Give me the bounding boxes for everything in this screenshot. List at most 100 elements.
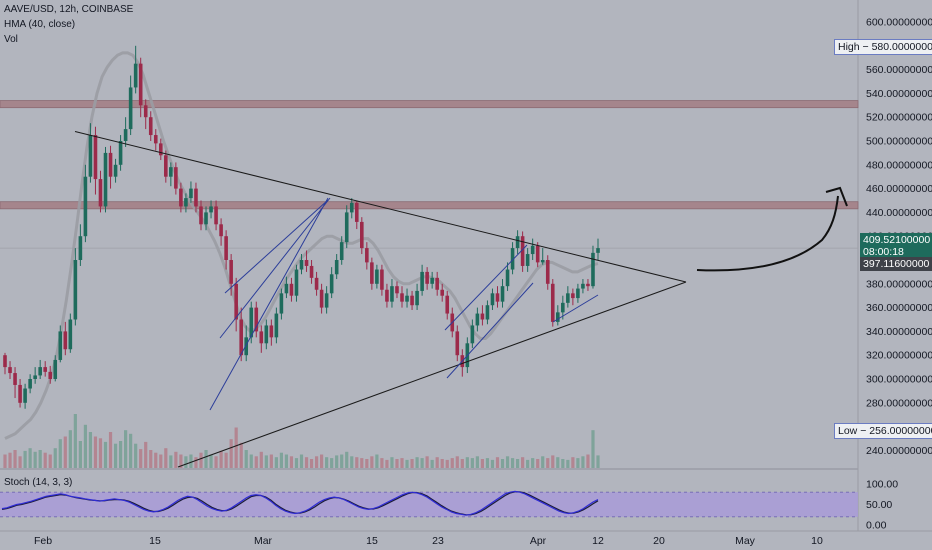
volume-bar	[103, 441, 108, 468]
candle-body	[259, 331, 264, 344]
candle-body	[525, 254, 530, 266]
candle-body	[48, 371, 53, 379]
channel-2-top	[444, 244, 528, 331]
candle-body	[28, 379, 32, 389]
volume-bar	[279, 452, 283, 468]
volume-bar	[596, 455, 600, 468]
candle-body	[169, 167, 173, 177]
volume-bar	[330, 458, 334, 468]
candle-body	[194, 188, 198, 207]
volume-bar	[470, 458, 474, 468]
last-price-tag: 409.52100000 08:00:18	[860, 233, 932, 259]
volume-bar	[521, 457, 525, 468]
volume-bar	[360, 458, 364, 468]
candle-body	[13, 373, 17, 385]
volume-legend: Vol	[4, 34, 18, 45]
price-tick-label: 600.00000000	[866, 17, 932, 29]
hma-price-value: 397.11600000	[863, 258, 930, 270]
candle-body	[113, 164, 118, 177]
candle-body	[264, 325, 269, 344]
candle-body	[550, 283, 555, 322]
volume-bar	[259, 451, 263, 468]
volume-bar	[390, 457, 394, 468]
volume-bar	[345, 451, 349, 468]
candle-body	[339, 242, 344, 260]
volume-bar	[445, 459, 449, 468]
volume-bar	[229, 439, 233, 468]
candle-body	[555, 312, 560, 322]
volume-bar	[526, 459, 530, 468]
volume-bar	[164, 448, 168, 468]
hma-legend: HMA (40, close)	[4, 19, 76, 30]
candle-body	[581, 283, 585, 289]
time-axis-label: 12	[592, 535, 604, 547]
volume-bar	[68, 430, 72, 468]
candle-body	[53, 359, 58, 379]
candle-body	[174, 167, 178, 189]
candle-body	[470, 325, 475, 344]
volume-bar	[581, 456, 585, 468]
stoch-band	[0, 492, 858, 517]
candle-body	[143, 105, 148, 118]
candle-body	[249, 307, 254, 338]
candle-body	[33, 375, 37, 379]
volume-bar	[254, 456, 258, 468]
volume-bar	[571, 457, 575, 468]
volume-bar	[159, 454, 163, 468]
volume-bar	[289, 456, 294, 468]
candle-body	[118, 141, 123, 165]
time-axis-label: Mar	[254, 535, 273, 547]
candle-body	[535, 245, 540, 263]
candle-body	[274, 313, 279, 338]
candle-body	[545, 260, 550, 284]
candle-body	[209, 206, 213, 213]
resistance-zone-1	[0, 100, 859, 109]
candle-body	[103, 152, 108, 207]
candle-body	[571, 293, 575, 299]
volume-bar	[149, 450, 153, 468]
volume-bar	[98, 438, 103, 468]
candle-body	[98, 179, 103, 207]
candle-body	[324, 293, 329, 308]
volume-bar	[370, 456, 374, 468]
candle-body	[400, 293, 404, 302]
low-label: Low	[838, 425, 858, 437]
candle-body	[485, 305, 490, 320]
candle-body	[480, 313, 485, 320]
candle-body	[93, 135, 98, 180]
candle-body	[515, 236, 520, 249]
candle-body	[334, 260, 339, 275]
volume-bar	[78, 441, 82, 468]
volume-bar	[460, 459, 464, 468]
high-value: 580.00000000	[871, 41, 932, 53]
volume-bar	[350, 456, 354, 468]
volume-bar	[134, 443, 138, 468]
candle-body	[430, 277, 434, 284]
candle-body	[158, 143, 163, 156]
volume-bar	[124, 430, 128, 468]
volume-bar	[139, 449, 143, 468]
time-axis-label: Apr	[530, 535, 547, 547]
candle-body	[83, 176, 88, 237]
candle-body	[510, 248, 515, 270]
volume-bar	[546, 458, 550, 468]
volume-bar	[174, 451, 178, 468]
volume-bar	[465, 457, 469, 468]
volume-bar	[515, 459, 520, 468]
candle-body	[385, 289, 389, 302]
candle-body	[148, 117, 153, 136]
volume-bar	[33, 451, 37, 468]
volume-bar	[63, 436, 67, 468]
volume-bar	[435, 457, 439, 468]
price-tick-label: 380.00000000	[866, 278, 932, 290]
candle-body	[199, 206, 203, 225]
low-dash: −	[860, 425, 867, 437]
channel-1-top	[224, 199, 329, 294]
volume-bar	[430, 459, 434, 468]
volume-bar	[189, 454, 193, 468]
stoch-k-line	[1, 490, 599, 516]
time-axis-label: May	[735, 535, 756, 547]
volume-bar	[154, 452, 158, 468]
candle-body	[596, 248, 600, 253]
